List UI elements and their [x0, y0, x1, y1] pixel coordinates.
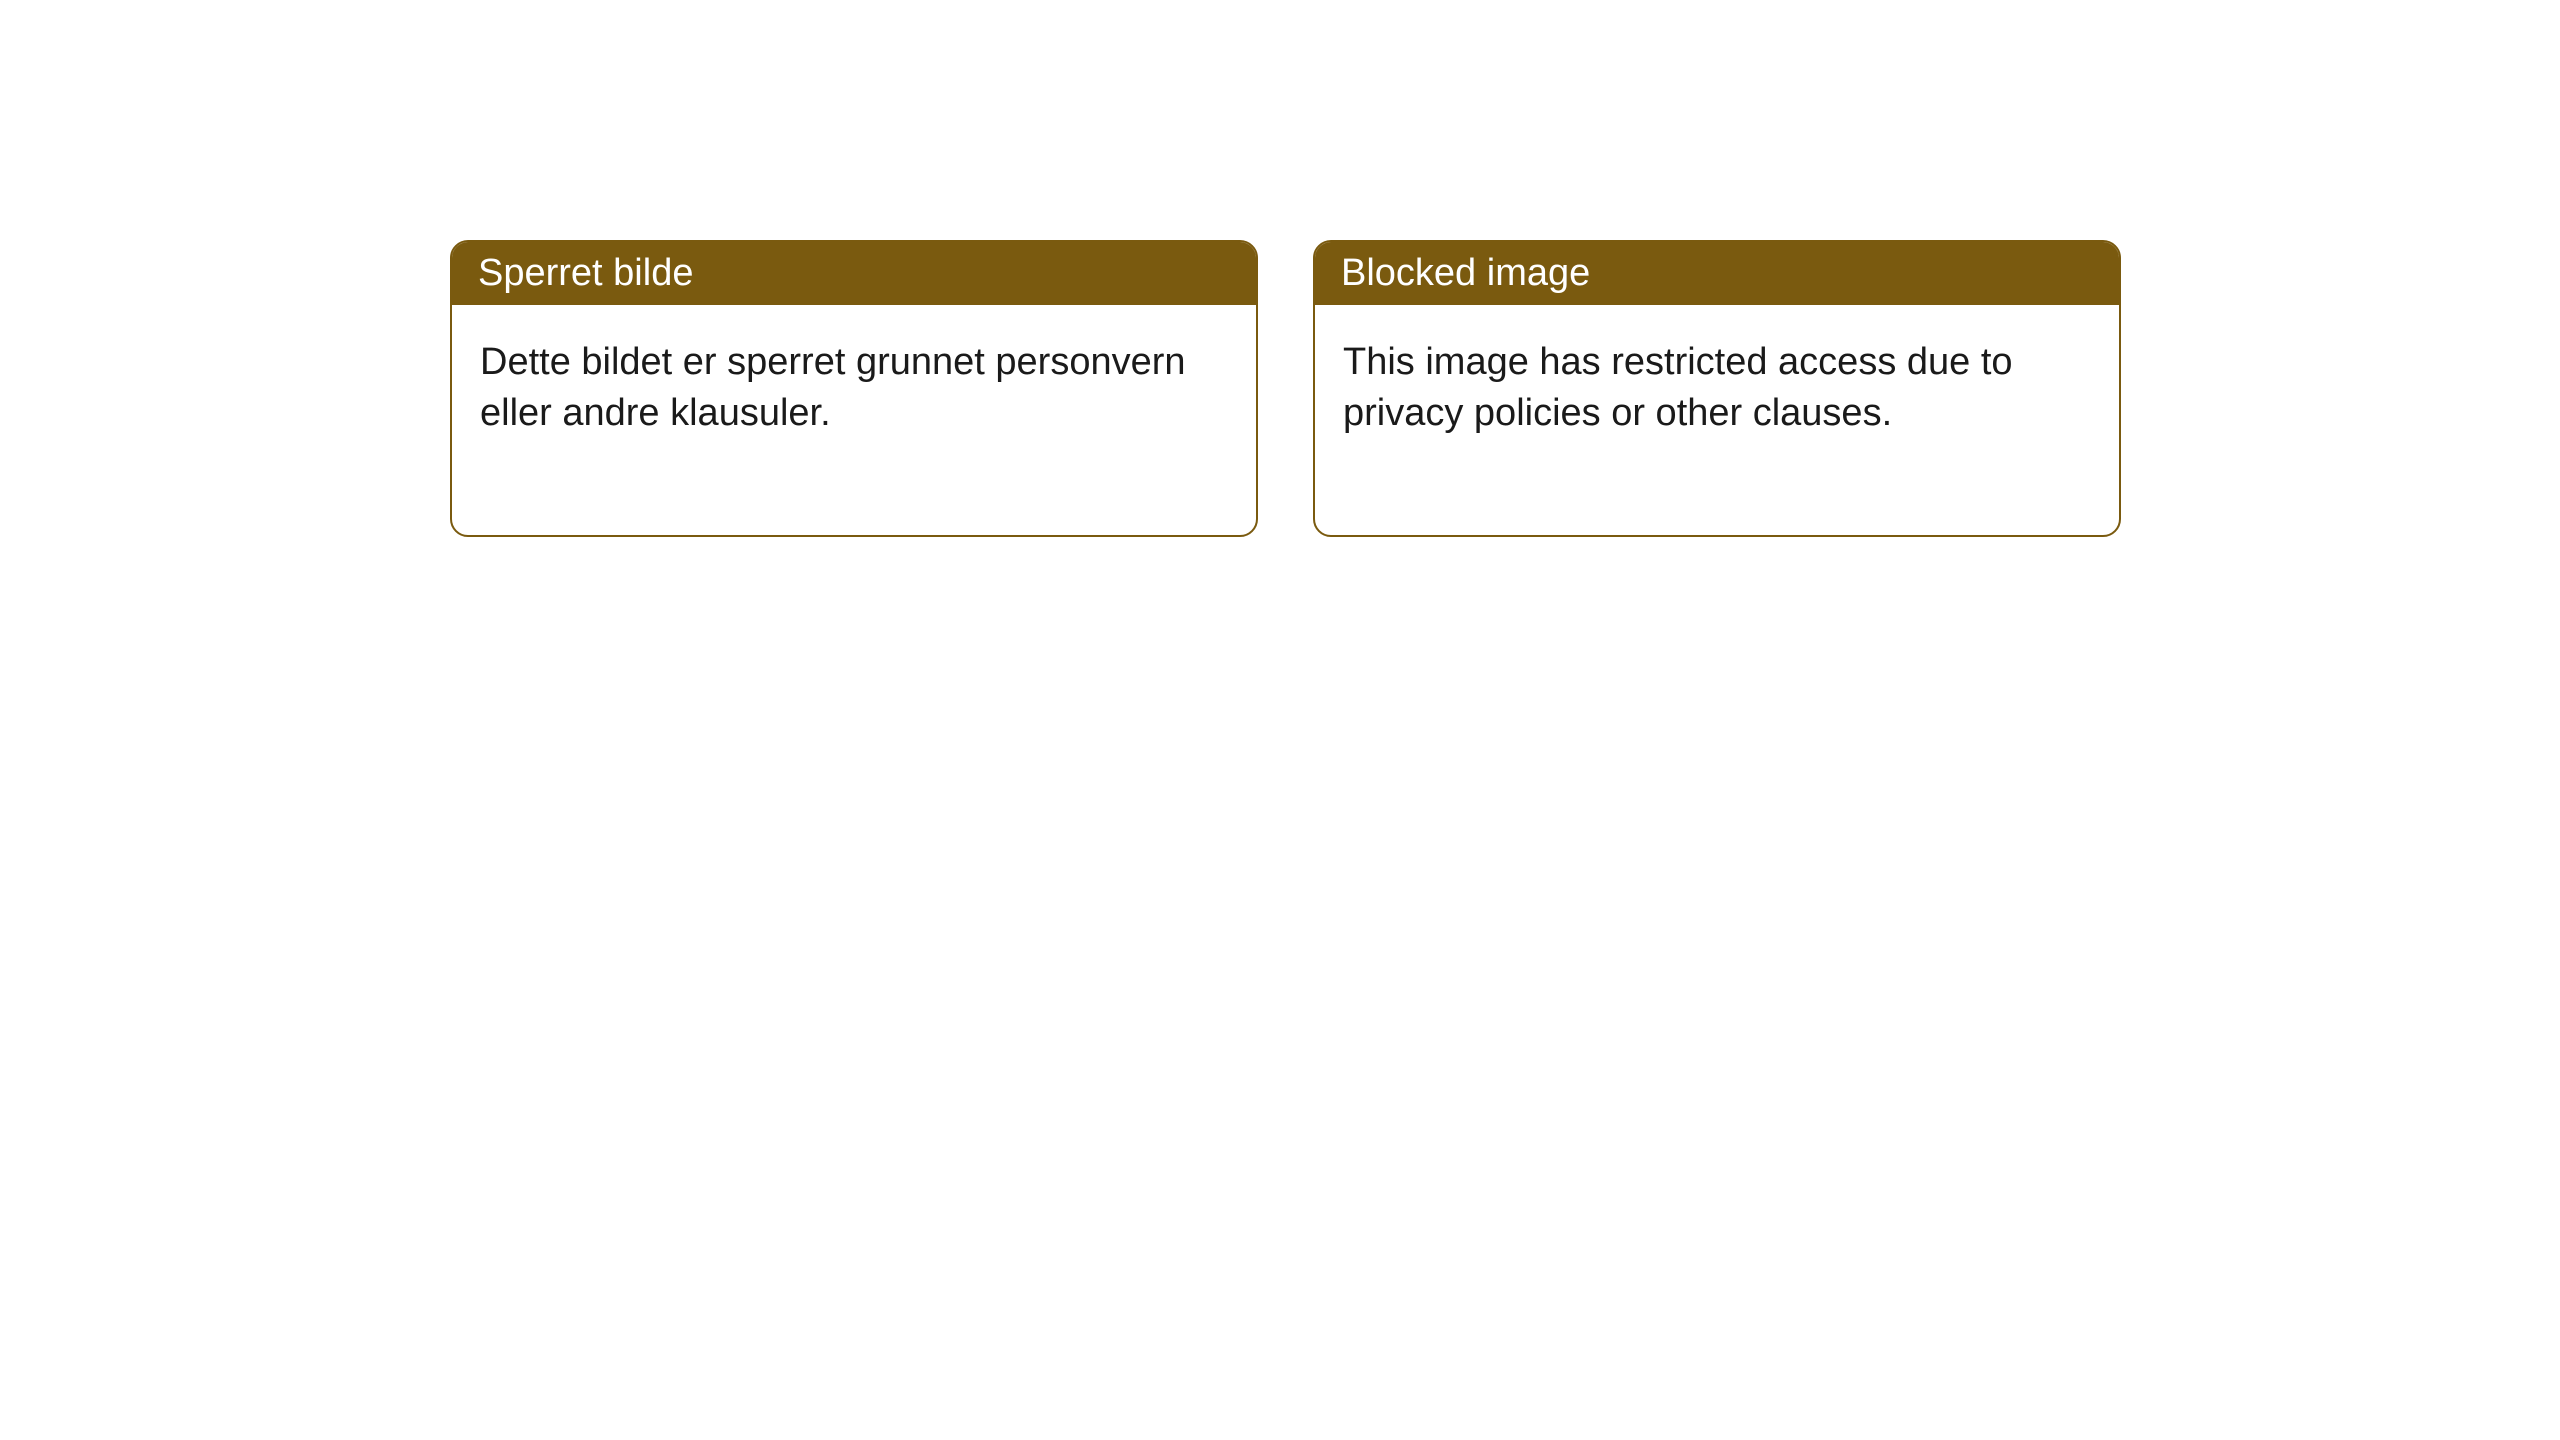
card-english: Blocked image This image has restricted …	[1313, 240, 2121, 537]
card-header-english: Blocked image	[1315, 242, 2119, 305]
cards-container: Sperret bilde Dette bildet er sperret gr…	[450, 240, 2121, 537]
card-body-english: This image has restricted access due to …	[1315, 305, 2119, 535]
card-body-norwegian: Dette bildet er sperret grunnet personve…	[452, 305, 1256, 535]
card-norwegian: Sperret bilde Dette bildet er sperret gr…	[450, 240, 1258, 537]
card-header-norwegian: Sperret bilde	[452, 242, 1256, 305]
